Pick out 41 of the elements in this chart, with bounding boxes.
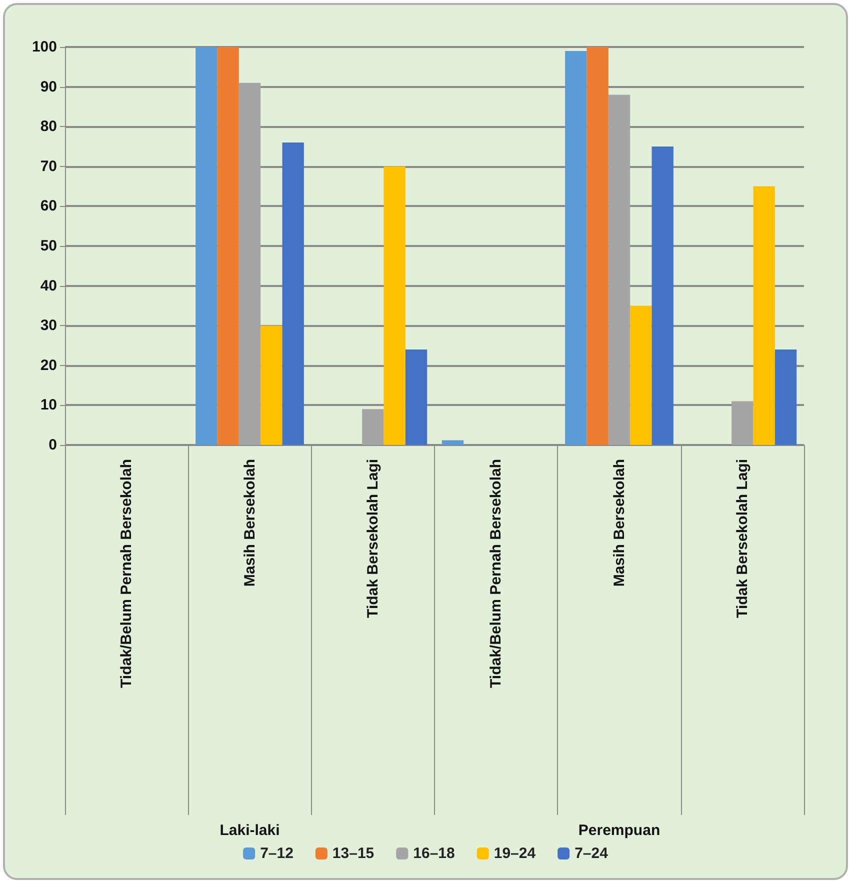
bar bbox=[774, 349, 797, 445]
legend-label: 7–24 bbox=[574, 845, 609, 862]
legend-label: 16–18 bbox=[413, 845, 455, 862]
legend-label: 7–12 bbox=[260, 845, 294, 862]
x-tick-label: Tidak/Belum Pernah Bersekolah bbox=[118, 459, 136, 688]
x-tick-label: Tidak Bersekolah Lagi bbox=[364, 459, 382, 618]
bar bbox=[282, 142, 304, 445]
y-tick-label: 70 bbox=[40, 158, 57, 175]
y-tick-label: 80 bbox=[40, 118, 57, 136]
bar bbox=[362, 409, 384, 445]
y-tick-label: 90 bbox=[40, 78, 57, 96]
bar bbox=[217, 47, 239, 445]
x-tick-label: Masih Bersekolah bbox=[241, 459, 258, 587]
legend-label: 19–24 bbox=[494, 845, 536, 862]
bar bbox=[565, 50, 587, 445]
bar bbox=[405, 349, 428, 445]
y-tick-label: 10 bbox=[40, 396, 57, 414]
y-tick-label: 20 bbox=[40, 356, 57, 374]
bar bbox=[196, 47, 218, 445]
bar bbox=[732, 401, 754, 445]
bar bbox=[384, 166, 406, 445]
text: Perempuan bbox=[578, 822, 660, 839]
bar bbox=[586, 47, 608, 445]
bar bbox=[238, 82, 261, 445]
y-tick-label: 50 bbox=[40, 238, 57, 254]
bar bbox=[630, 306, 652, 445]
bar bbox=[753, 186, 775, 445]
y-tick-label: 100 bbox=[32, 38, 57, 56]
bar bbox=[442, 440, 464, 445]
y-tick-label: 0 bbox=[48, 436, 57, 454]
x-tick-label: Tidak/Belum Pernah Bersekolah bbox=[488, 459, 505, 688]
x-tick-label: Masih Bersekolah bbox=[610, 459, 628, 587]
x-tick-label: Tidak Bersekolah Lagi bbox=[734, 459, 751, 618]
y-tick-label: 60 bbox=[40, 198, 57, 215]
y-tick-label: 40 bbox=[40, 277, 57, 294]
bar bbox=[608, 94, 630, 445]
bar bbox=[260, 326, 282, 445]
bar bbox=[652, 146, 674, 445]
legend-label: 13–15 bbox=[332, 845, 374, 862]
text: Laki-laki bbox=[220, 822, 280, 839]
y-tick-label: 30 bbox=[40, 317, 57, 334]
